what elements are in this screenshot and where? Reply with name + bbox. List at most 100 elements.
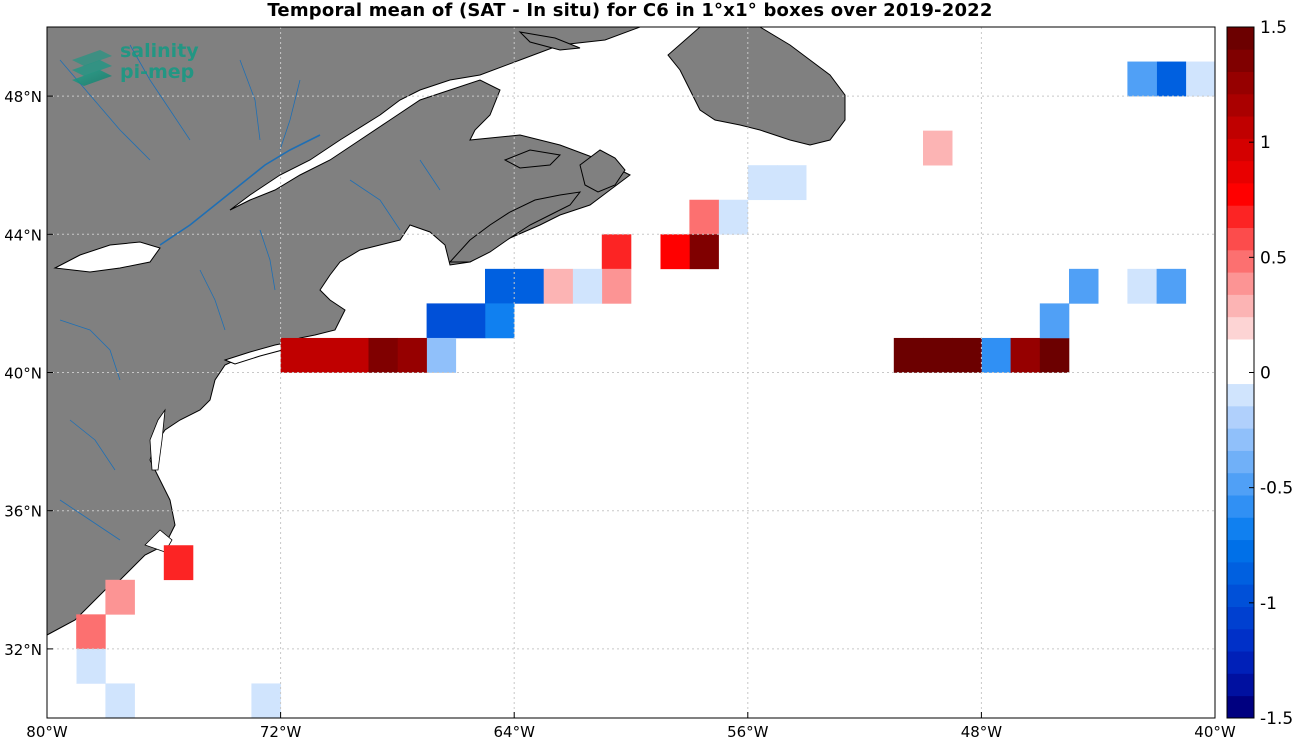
colorbar-segment (1227, 93, 1254, 117)
heatmap-cell (76, 614, 106, 650)
heatmap-cell (485, 268, 515, 304)
heatmap-cell (1069, 268, 1099, 304)
heatmap-cell (455, 303, 486, 339)
colorbar-segment (1227, 27, 1254, 50)
heatmap-cell (1185, 234, 1215, 270)
colorbar-tick-label: -1.5 (1260, 709, 1293, 729)
layered-map-icon (72, 50, 112, 86)
colorbar-tick-label: -0.5 (1260, 479, 1293, 499)
rivers (59, 44, 441, 541)
heatmap-cell (251, 683, 281, 718)
colorbar-segment (1227, 383, 1254, 407)
heatmap-cell (426, 337, 457, 373)
colorbar-segment (1227, 584, 1254, 607)
heatmap-cell (601, 268, 632, 304)
heatmap-cell (514, 268, 544, 304)
colorbar-segment (1227, 539, 1254, 563)
cells-layer (47, 61, 1215, 718)
colorbar-segment (1227, 339, 1254, 362)
x-axis-ticks: 80°W 72°W 64°W 56°W 48°W 40°W (26, 712, 1236, 740)
y-tick-label: 48°N (4, 88, 42, 106)
colorbar-tick-label: 1 (1260, 133, 1271, 153)
x-tick-label: 40°W (1194, 723, 1236, 740)
heatmap-cell (1127, 61, 1157, 97)
x-tick-label: 80°W (26, 723, 68, 740)
heatmap-cell (1156, 268, 1187, 304)
colorbar-segment (1227, 673, 1254, 697)
colorbar (1227, 27, 1254, 719)
heatmap-cell (1127, 268, 1157, 304)
colorbar-segment (1227, 138, 1254, 162)
logo: salinity pi-mep (72, 40, 199, 86)
pei-land (503, 149, 562, 169)
heatmap-cell (777, 165, 807, 201)
heatmap-cell (1010, 337, 1041, 373)
colorbar-segment (1227, 183, 1254, 206)
heatmap-cell (572, 268, 603, 304)
y-axis-ticks: 32°N 36°N 40°N 44°N 48°N (4, 88, 53, 659)
colorbar-segment (1227, 561, 1254, 585)
y-tick-label: 40°N (4, 365, 42, 383)
cape-breton-land (579, 149, 626, 193)
colorbar-segment (1227, 249, 1254, 273)
colorbar-tick-label: 0 (1260, 364, 1271, 384)
heatmap-cell (368, 337, 398, 373)
heatmap-cell (105, 579, 135, 615)
colorbar-tick-label: 1.5 (1260, 18, 1287, 38)
heatmap-cell (718, 199, 749, 235)
heatmap-cell (280, 337, 311, 373)
saint-lawrence-river (159, 134, 321, 246)
heatmap-cell (339, 337, 369, 373)
colorbar-segment (1227, 450, 1254, 474)
heatmap-cell (923, 130, 953, 166)
heatmap-cell (1039, 303, 1070, 339)
heatmap-cell (601, 234, 632, 270)
heatmap-cell (689, 234, 719, 270)
heatmap-cell (893, 337, 924, 373)
colorbar-segment (1227, 116, 1254, 139)
heatmap-cell (543, 268, 573, 304)
colorbar-segment (1227, 495, 1254, 518)
heatmap-cell (163, 545, 194, 581)
y-tick-label: 32°N (4, 641, 42, 659)
heatmap-cell (47, 648, 77, 684)
colorbar-segment (1227, 272, 1254, 295)
heatmap-cell (1039, 337, 1070, 373)
nova-scotia-land (448, 191, 582, 263)
colorbar-segment (1227, 227, 1254, 251)
heatmap-cell (631, 234, 661, 270)
heatmap-cell (1156, 61, 1187, 97)
colorbar-segment (1227, 205, 1254, 229)
colorbar-segment (1227, 428, 1254, 451)
colorbar-segment (1227, 49, 1254, 72)
x-tick-label: 72°W (260, 723, 302, 740)
logo-text-line1: salinity (120, 40, 199, 62)
y-tick-label: 36°N (4, 503, 42, 521)
heatmap-cell (1185, 61, 1215, 97)
colorbar-segment (1227, 628, 1254, 652)
colorbar-segment (1227, 651, 1254, 674)
colorbar-segment (1227, 695, 1254, 719)
anticosti-land (518, 31, 581, 51)
colorbar-segment (1227, 71, 1254, 95)
colorbar-ticks: 1.5 1 0.5 0 -0.5 -1 -1.5 (1249, 18, 1293, 729)
heatmap-cell (251, 648, 281, 684)
colorbar-segment (1227, 405, 1254, 429)
grid-lines (47, 27, 1215, 718)
map-title: Temporal mean of (SAT - In situ) for C6 … (267, 0, 993, 21)
lake-ontario (53, 241, 161, 273)
heatmap-cell (981, 337, 1011, 373)
x-tick-label: 64°W (493, 723, 535, 740)
colorbar-segment (1227, 294, 1254, 318)
colorbar-tick-label: 0.5 (1260, 248, 1287, 268)
logo-text-line2: pi-mep (120, 61, 194, 83)
heatmap-cell (309, 337, 340, 373)
colorbar-segment (1227, 160, 1254, 184)
heatmap-cell (923, 337, 953, 373)
colorbar-segment (1227, 361, 1254, 385)
heatmap-cell (397, 337, 427, 373)
heatmap-cell (689, 199, 719, 235)
north-america-land (47, 27, 641, 636)
heatmap-cell (952, 337, 982, 373)
